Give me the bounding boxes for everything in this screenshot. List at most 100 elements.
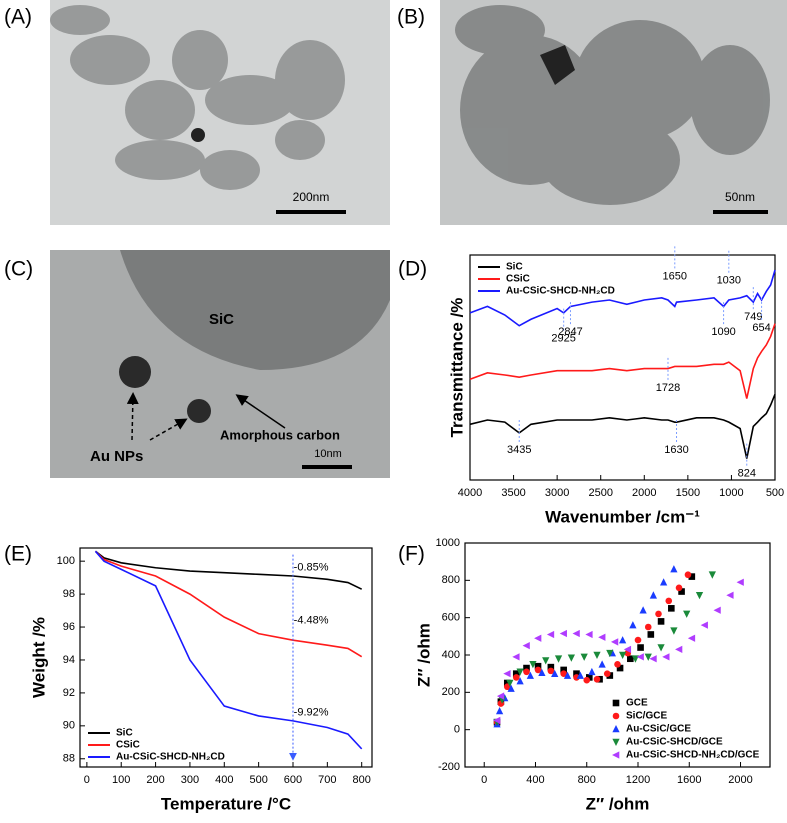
x-tick-label: 400: [215, 774, 233, 786]
marker: [708, 571, 716, 579]
marker: [538, 668, 546, 677]
legend-label: Au-CSiC/GCE: [626, 724, 691, 735]
marker: [588, 667, 596, 676]
peak-label: 749: [744, 311, 762, 323]
peak-label: 3435: [507, 444, 531, 456]
x-tick-label: 300: [181, 774, 199, 786]
marker: [612, 751, 620, 759]
legend-label: SiC/GCE: [626, 711, 667, 722]
marker: [493, 716, 501, 724]
annotation: -9.92%: [294, 707, 329, 719]
peak-label: 1728: [656, 382, 680, 394]
series-line: [94, 550, 363, 750]
y-tick-label: 400: [442, 649, 460, 661]
x-tick-label: 1000: [719, 487, 743, 499]
panel-label: (B): [397, 6, 425, 29]
marker: [495, 707, 504, 715]
marker: [616, 664, 624, 672]
y-tick-label: 88: [63, 753, 75, 765]
marker: [683, 610, 691, 618]
y-tick-label: 800: [442, 574, 460, 586]
x-tick-label: 700: [318, 774, 336, 786]
y-tick-label: 100: [57, 555, 75, 567]
marker: [726, 591, 734, 599]
y-tick-label: 92: [63, 687, 75, 699]
y-axis-title: Weight /%: [29, 617, 48, 698]
scale-bar-label: 10nm: [314, 448, 342, 460]
marker: [593, 651, 601, 659]
particles: [50, 5, 345, 190]
x-tick-label: 3000: [545, 487, 569, 499]
marker: [627, 655, 634, 663]
series-line: [94, 550, 363, 590]
x-tick-label: 500: [766, 487, 784, 499]
marker: [529, 661, 537, 669]
marker: [576, 671, 584, 679]
y-tick-label: 200: [442, 686, 460, 698]
image-annotation: SiC: [209, 311, 234, 328]
y-tick-label: 96: [63, 621, 75, 633]
marker: [670, 565, 678, 573]
marker: [580, 653, 588, 661]
panel-label: (F): [398, 543, 425, 566]
marker: [551, 669, 559, 677]
panel-label: (D): [398, 258, 427, 281]
y-axis-title: Transmittance /%: [447, 298, 466, 438]
marker: [657, 644, 665, 652]
marker: [675, 645, 683, 654]
marker: [612, 699, 620, 707]
annotation: -4.48%: [294, 614, 329, 626]
legend-label: Au-CSiC-SHCD-NH₂CD/GCE: [626, 750, 760, 761]
legend-label: Au-CSiC-SHCD/GCE: [626, 737, 723, 748]
marker: [560, 666, 567, 674]
peak-label: 824: [738, 467, 756, 479]
marker: [644, 653, 652, 661]
marker: [547, 667, 555, 675]
marker: [563, 671, 572, 679]
marker: [675, 584, 683, 592]
marker: [586, 674, 593, 681]
panel-b: 50nm (B): [397, 0, 787, 225]
panel-label: (A): [4, 6, 32, 29]
panel-label: (E): [4, 543, 32, 566]
plot-frame: [79, 547, 373, 768]
panel-c: 10nm SiC Au NPs Amorphous carbon (C): [4, 250, 390, 478]
marker: [523, 668, 530, 676]
x-tick-label: 2000: [632, 487, 656, 499]
marker: [603, 670, 611, 677]
marker: [503, 679, 511, 687]
x-axis-title: Wavenumber /cm⁻¹: [545, 507, 700, 526]
y-tick-label: 90: [63, 720, 75, 732]
marker: [655, 610, 662, 618]
marker: [496, 692, 505, 700]
marker: [736, 578, 744, 586]
x-tick-label: 500: [249, 774, 267, 786]
marker: [713, 606, 721, 614]
image-annotation: Amorphous carbon: [220, 427, 340, 442]
marker: [639, 606, 647, 614]
marker: [534, 666, 542, 674]
series-line: [469, 393, 776, 459]
marker: [678, 588, 685, 595]
legend-label: SiC: [116, 728, 133, 739]
x-tick-label: 1500: [676, 487, 700, 499]
marker: [567, 654, 575, 662]
x-tick-label: 0: [481, 774, 487, 786]
marker: [598, 633, 606, 641]
marker: [649, 655, 657, 663]
legend-label: CSiC: [116, 740, 140, 751]
marker: [598, 660, 606, 668]
marker: [506, 679, 514, 687]
marker: [573, 674, 580, 681]
legend-label: Au-CSiC-SHCD-NH₂CD: [116, 752, 225, 763]
marker: [522, 642, 530, 650]
image-annotation: Au NPs: [90, 448, 143, 465]
marker: [644, 623, 652, 631]
panel-label: (C): [4, 258, 33, 281]
marker: [593, 675, 601, 683]
x-tick-label: 3500: [501, 487, 525, 499]
legend-label: GCE: [626, 698, 648, 709]
marker: [523, 664, 530, 672]
marker: [618, 636, 627, 644]
